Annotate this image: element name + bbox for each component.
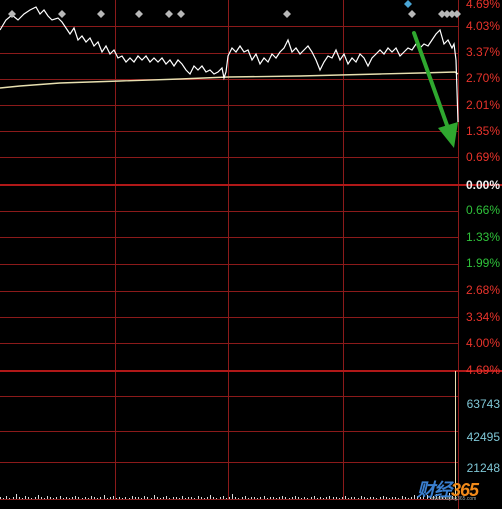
diamond-marker — [448, 10, 456, 18]
diamond-marker — [58, 10, 66, 18]
price-axis-label: 4.69% — [465, 363, 500, 377]
watermark-logo: 财经365 — [417, 476, 479, 502]
diamond-marker — [408, 10, 416, 18]
volume-label-low: 21248 — [466, 461, 500, 475]
diamond-marker — [177, 10, 185, 18]
price-axis-label: 3.34% — [465, 310, 500, 324]
price-axis-label: 2.68% — [465, 283, 500, 297]
price-axis-label: 1.33% — [465, 230, 500, 244]
arrow-head — [438, 122, 458, 148]
price-axis-label: 0.66% — [465, 203, 500, 217]
average-price-line — [0, 71, 459, 89]
price-axis-label: 1.99% — [465, 256, 500, 270]
diamond-marker — [443, 10, 451, 18]
diamond-marker — [165, 10, 173, 18]
volume-label-mid: 42495 — [466, 430, 500, 444]
watermark-url: www.caijing365.com — [431, 496, 477, 502]
price-line — [0, 6, 459, 123]
price-axis-label: 3.37% — [465, 45, 500, 59]
diamond-marker — [135, 10, 143, 18]
zero-percent-label: 0.00% — [465, 178, 500, 192]
watermark-text-num: 365 — [451, 480, 479, 500]
diamond-marker — [97, 10, 105, 18]
event-markers[interactable] — [8, 0, 461, 18]
price-axis-label: 4.69% — [465, 0, 500, 11]
price-axis-label: 4.03% — [465, 19, 500, 33]
price-axis-label: 0.69% — [465, 150, 500, 164]
price-axis-label: 2.01% — [465, 98, 500, 112]
diamond-marker — [283, 10, 291, 18]
diamond-marker — [438, 10, 446, 18]
diamond-marker — [453, 10, 461, 18]
diamond-marker — [8, 10, 16, 18]
arrow-shaft — [412, 31, 450, 130]
price-axis-label: 4.00% — [465, 336, 500, 350]
price-line-path — [0, 6, 459, 123]
volume-label-high: 63743 — [466, 397, 500, 411]
avg-line-path — [0, 71, 459, 89]
price-axis-label: 2.70% — [465, 71, 500, 85]
watermark-text-cn: 财经 — [417, 480, 452, 500]
down-arrow-annotation — [412, 31, 458, 148]
diamond-marker-highlight — [404, 0, 412, 8]
price-axis-label: 1.35% — [465, 124, 500, 138]
volume-bars — [0, 371, 456, 499]
